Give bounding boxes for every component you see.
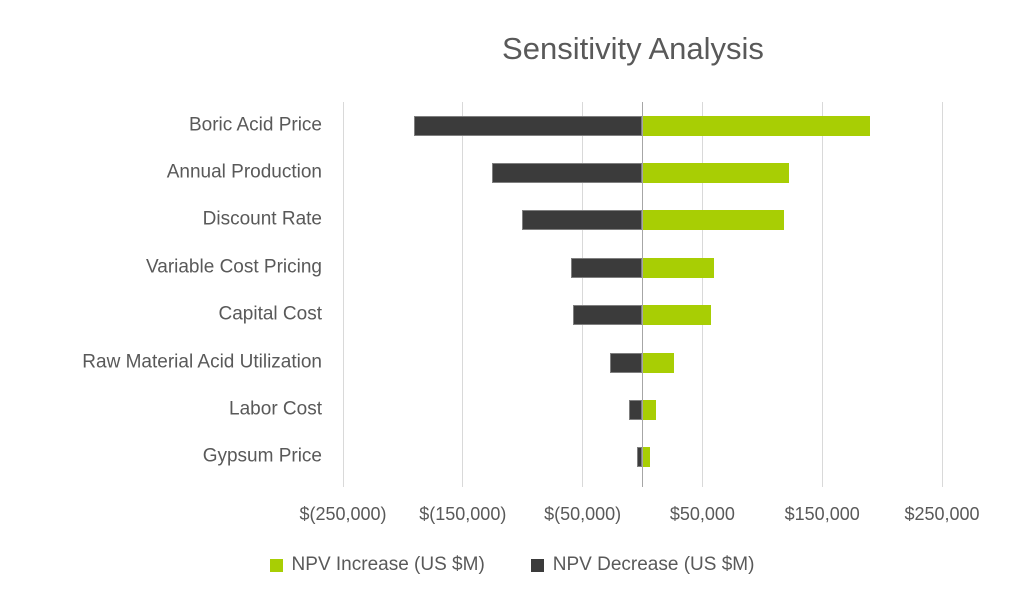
bar-npv-decrease [570, 257, 643, 278]
x-axis-tick-label: $(250,000) [299, 504, 387, 524]
legend-label-npv-increase: NPV Increase (US $M) [291, 554, 485, 575]
npv-increase-swatch-icon [269, 558, 283, 572]
gridline [701, 102, 703, 487]
x-axis-tick-label: $150,000 [784, 504, 860, 524]
bar-npv-increase [642, 352, 674, 373]
gridline [821, 102, 823, 487]
bar-npv-decrease [573, 305, 643, 326]
category-label: Annual Production [166, 161, 322, 183]
bar-npv-increase [642, 447, 650, 468]
value-axis-zero-line [642, 102, 643, 487]
bar-npv-increase [642, 115, 871, 136]
bar-npv-decrease [629, 399, 643, 420]
gridline [582, 102, 584, 487]
bar-npv-decrease [610, 352, 643, 373]
legend: NPV Increase (US $M) NPV Decrease (US $M… [0, 554, 1024, 576]
npv-decrease-swatch-icon [530, 558, 544, 572]
bar-npv-increase [642, 163, 789, 184]
category-label: Variable Cost Pricing [145, 256, 322, 278]
bar-npv-increase [642, 210, 784, 231]
legend-item-npv-increase: NPV Increase (US $M) [269, 554, 485, 576]
category-label: Raw Material Acid Utilization [82, 351, 322, 373]
bar-npv-increase [642, 305, 711, 326]
legend-item-npv-decrease: NPV Decrease (US $M) [530, 554, 755, 576]
bar-npv-decrease [521, 210, 643, 231]
x-axis-tick-label: $(150,000) [419, 504, 507, 524]
bar-npv-decrease [491, 163, 643, 184]
legend-label-npv-decrease: NPV Decrease (US $M) [552, 554, 755, 575]
category-label: Labor Cost [229, 398, 322, 420]
x-axis-tick-label: $50,000 [669, 504, 735, 524]
category-label: Gypsum Price [202, 445, 322, 467]
bar-npv-increase [642, 257, 715, 278]
gridline [462, 102, 464, 487]
gridline [941, 102, 943, 487]
gridline [342, 102, 344, 487]
x-axis-tick-label: $250,000 [904, 504, 980, 524]
chart-title: Sensitivity Analysis [502, 31, 764, 66]
x-axis: $(250,000) $(150,000) $(50,000) $50,000 $150… [0, 502, 1024, 528]
category-axis: Boric Acid Price Annual Production Discoun… [0, 102, 322, 481]
bar-npv-decrease [636, 447, 643, 468]
category-label: Discount Rate [202, 208, 322, 230]
category-label: Capital Cost [218, 303, 323, 325]
x-axis-tick-label: $(50,000) [544, 504, 622, 524]
plot-area [342, 102, 943, 487]
bar-npv-increase [642, 399, 656, 420]
category-label: Boric Acid Price [188, 114, 322, 136]
bar-npv-decrease [413, 115, 643, 136]
